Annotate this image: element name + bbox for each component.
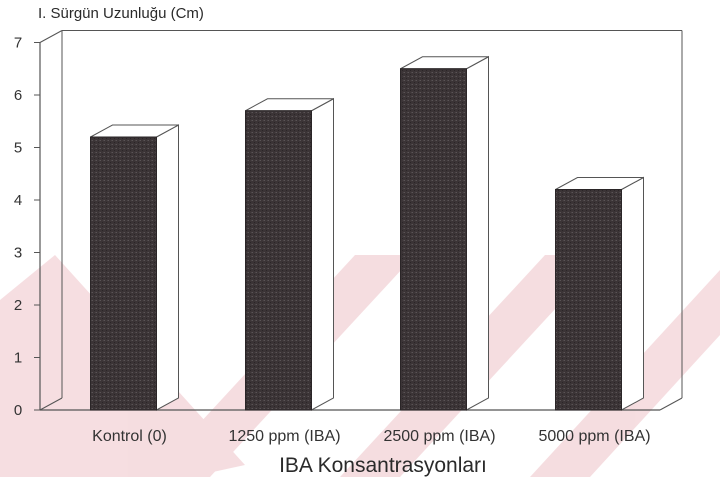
- chart-title: I. Sürgün Uzunluğu (Cm): [38, 5, 204, 22]
- bar-side: [466, 55, 489, 411]
- y-tick-label: 2: [14, 297, 22, 314]
- bars: [90, 55, 644, 411]
- y-tick-label: 6: [14, 87, 22, 104]
- y-tick-label: 0: [14, 402, 22, 419]
- x-tick-label: 1250 ppm (IBA): [228, 428, 340, 445]
- y-axis: 0 1 2 3 4 5 6 7: [14, 35, 40, 419]
- bar-front: [90, 136, 157, 411]
- bar-side: [621, 176, 644, 411]
- bar-side: [156, 124, 179, 411]
- y-tick-label: 7: [14, 35, 22, 52]
- y-tick-label: 5: [14, 140, 22, 157]
- y-tick-label: 3: [14, 245, 22, 262]
- x-axis: Kontrol (0) 1250 ppm (IBA) 2500 ppm (IBA) 5…: [92, 428, 650, 445]
- x-tick-label: 5000 ppm (IBA): [538, 428, 650, 445]
- y-tick-label: 4: [14, 192, 22, 209]
- x-tick-label: 2500 ppm (IBA): [383, 428, 495, 445]
- bar: [90, 124, 179, 411]
- y-tick-label: 1: [14, 350, 22, 367]
- bar: [400, 55, 489, 411]
- frame-edge: [39, 30, 63, 43]
- bar: [245, 97, 334, 411]
- bar-side: [311, 97, 334, 411]
- bar: [555, 176, 644, 411]
- bar-front: [400, 68, 467, 411]
- frame-floor-edge: [659, 397, 683, 411]
- bar-front: [555, 189, 622, 411]
- x-tick-label: Kontrol (0): [92, 428, 167, 445]
- frame-floor-left: [39, 397, 63, 411]
- bar-front: [245, 110, 312, 411]
- x-axis-label: IBA Konsantrasyonları: [279, 454, 487, 477]
